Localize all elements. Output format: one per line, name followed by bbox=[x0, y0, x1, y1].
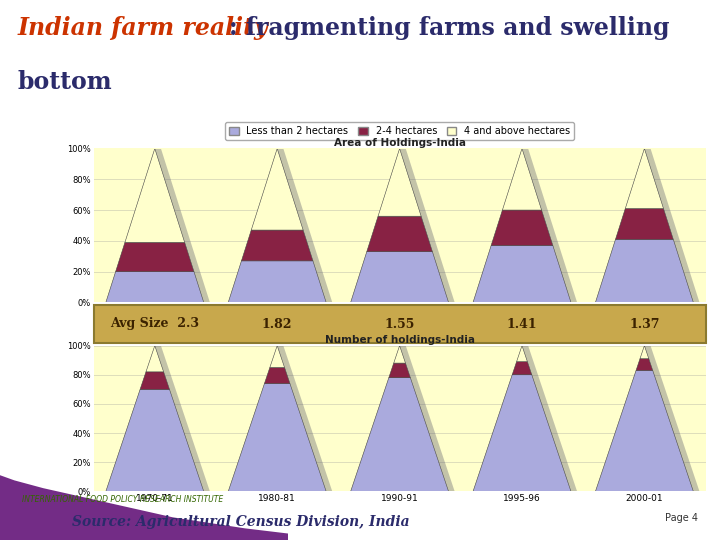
Polygon shape bbox=[351, 377, 449, 491]
Polygon shape bbox=[264, 367, 290, 383]
Text: : fragmenting farms and swelling: : fragmenting farms and swelling bbox=[229, 16, 670, 40]
Polygon shape bbox=[277, 148, 332, 302]
Polygon shape bbox=[616, 208, 673, 239]
Text: Avg Size  2.3: Avg Size 2.3 bbox=[110, 318, 199, 330]
Polygon shape bbox=[517, 346, 527, 362]
Polygon shape bbox=[636, 359, 653, 370]
Polygon shape bbox=[625, 148, 664, 208]
Polygon shape bbox=[512, 362, 532, 375]
Polygon shape bbox=[116, 242, 194, 272]
Polygon shape bbox=[125, 148, 184, 242]
Polygon shape bbox=[251, 148, 303, 230]
Text: bottom: bottom bbox=[18, 70, 112, 94]
Polygon shape bbox=[595, 239, 693, 302]
Polygon shape bbox=[473, 375, 571, 491]
Polygon shape bbox=[241, 230, 313, 261]
Text: 1.41: 1.41 bbox=[507, 318, 537, 330]
Polygon shape bbox=[522, 148, 577, 302]
Text: 1.55: 1.55 bbox=[384, 318, 415, 330]
Polygon shape bbox=[394, 346, 405, 363]
Polygon shape bbox=[228, 383, 326, 491]
Polygon shape bbox=[640, 346, 649, 359]
Polygon shape bbox=[155, 148, 210, 302]
Polygon shape bbox=[0, 475, 288, 540]
Polygon shape bbox=[491, 210, 553, 246]
Polygon shape bbox=[473, 246, 571, 302]
Polygon shape bbox=[106, 389, 204, 491]
Polygon shape bbox=[595, 370, 693, 491]
Text: 1.37: 1.37 bbox=[629, 318, 660, 330]
Polygon shape bbox=[503, 148, 541, 210]
Polygon shape bbox=[644, 148, 700, 302]
Polygon shape bbox=[277, 346, 332, 491]
Text: Indian farm reality: Indian farm reality bbox=[18, 16, 269, 40]
Polygon shape bbox=[155, 346, 210, 491]
Polygon shape bbox=[389, 363, 410, 377]
Polygon shape bbox=[228, 261, 326, 302]
Legend: Less than 2 hectares, 2-4 hectares, 4 and above hectares: Less than 2 hectares, 2-4 hectares, 4 an… bbox=[225, 122, 575, 140]
Text: 1.82: 1.82 bbox=[262, 318, 292, 330]
Polygon shape bbox=[140, 372, 169, 389]
Polygon shape bbox=[106, 272, 204, 302]
Polygon shape bbox=[146, 346, 163, 372]
Text: Source: Agricultural Census Division, India: Source: Agricultural Census Division, In… bbox=[72, 515, 410, 529]
Polygon shape bbox=[400, 346, 455, 491]
Polygon shape bbox=[351, 252, 449, 302]
Title: Number of holdings-India: Number of holdings-India bbox=[325, 335, 474, 345]
Polygon shape bbox=[522, 346, 577, 491]
Title: Area of Holdings-India: Area of Holdings-India bbox=[333, 138, 466, 148]
Polygon shape bbox=[400, 148, 455, 302]
Text: Page 4: Page 4 bbox=[665, 513, 698, 523]
Polygon shape bbox=[366, 216, 433, 252]
Text: INTERNATIONAL FOOD POLICY RESEARCH INSTITUTE: INTERNATIONAL FOOD POLICY RESEARCH INSTI… bbox=[22, 495, 223, 504]
Polygon shape bbox=[644, 346, 700, 491]
Polygon shape bbox=[270, 346, 284, 367]
Polygon shape bbox=[378, 148, 421, 216]
